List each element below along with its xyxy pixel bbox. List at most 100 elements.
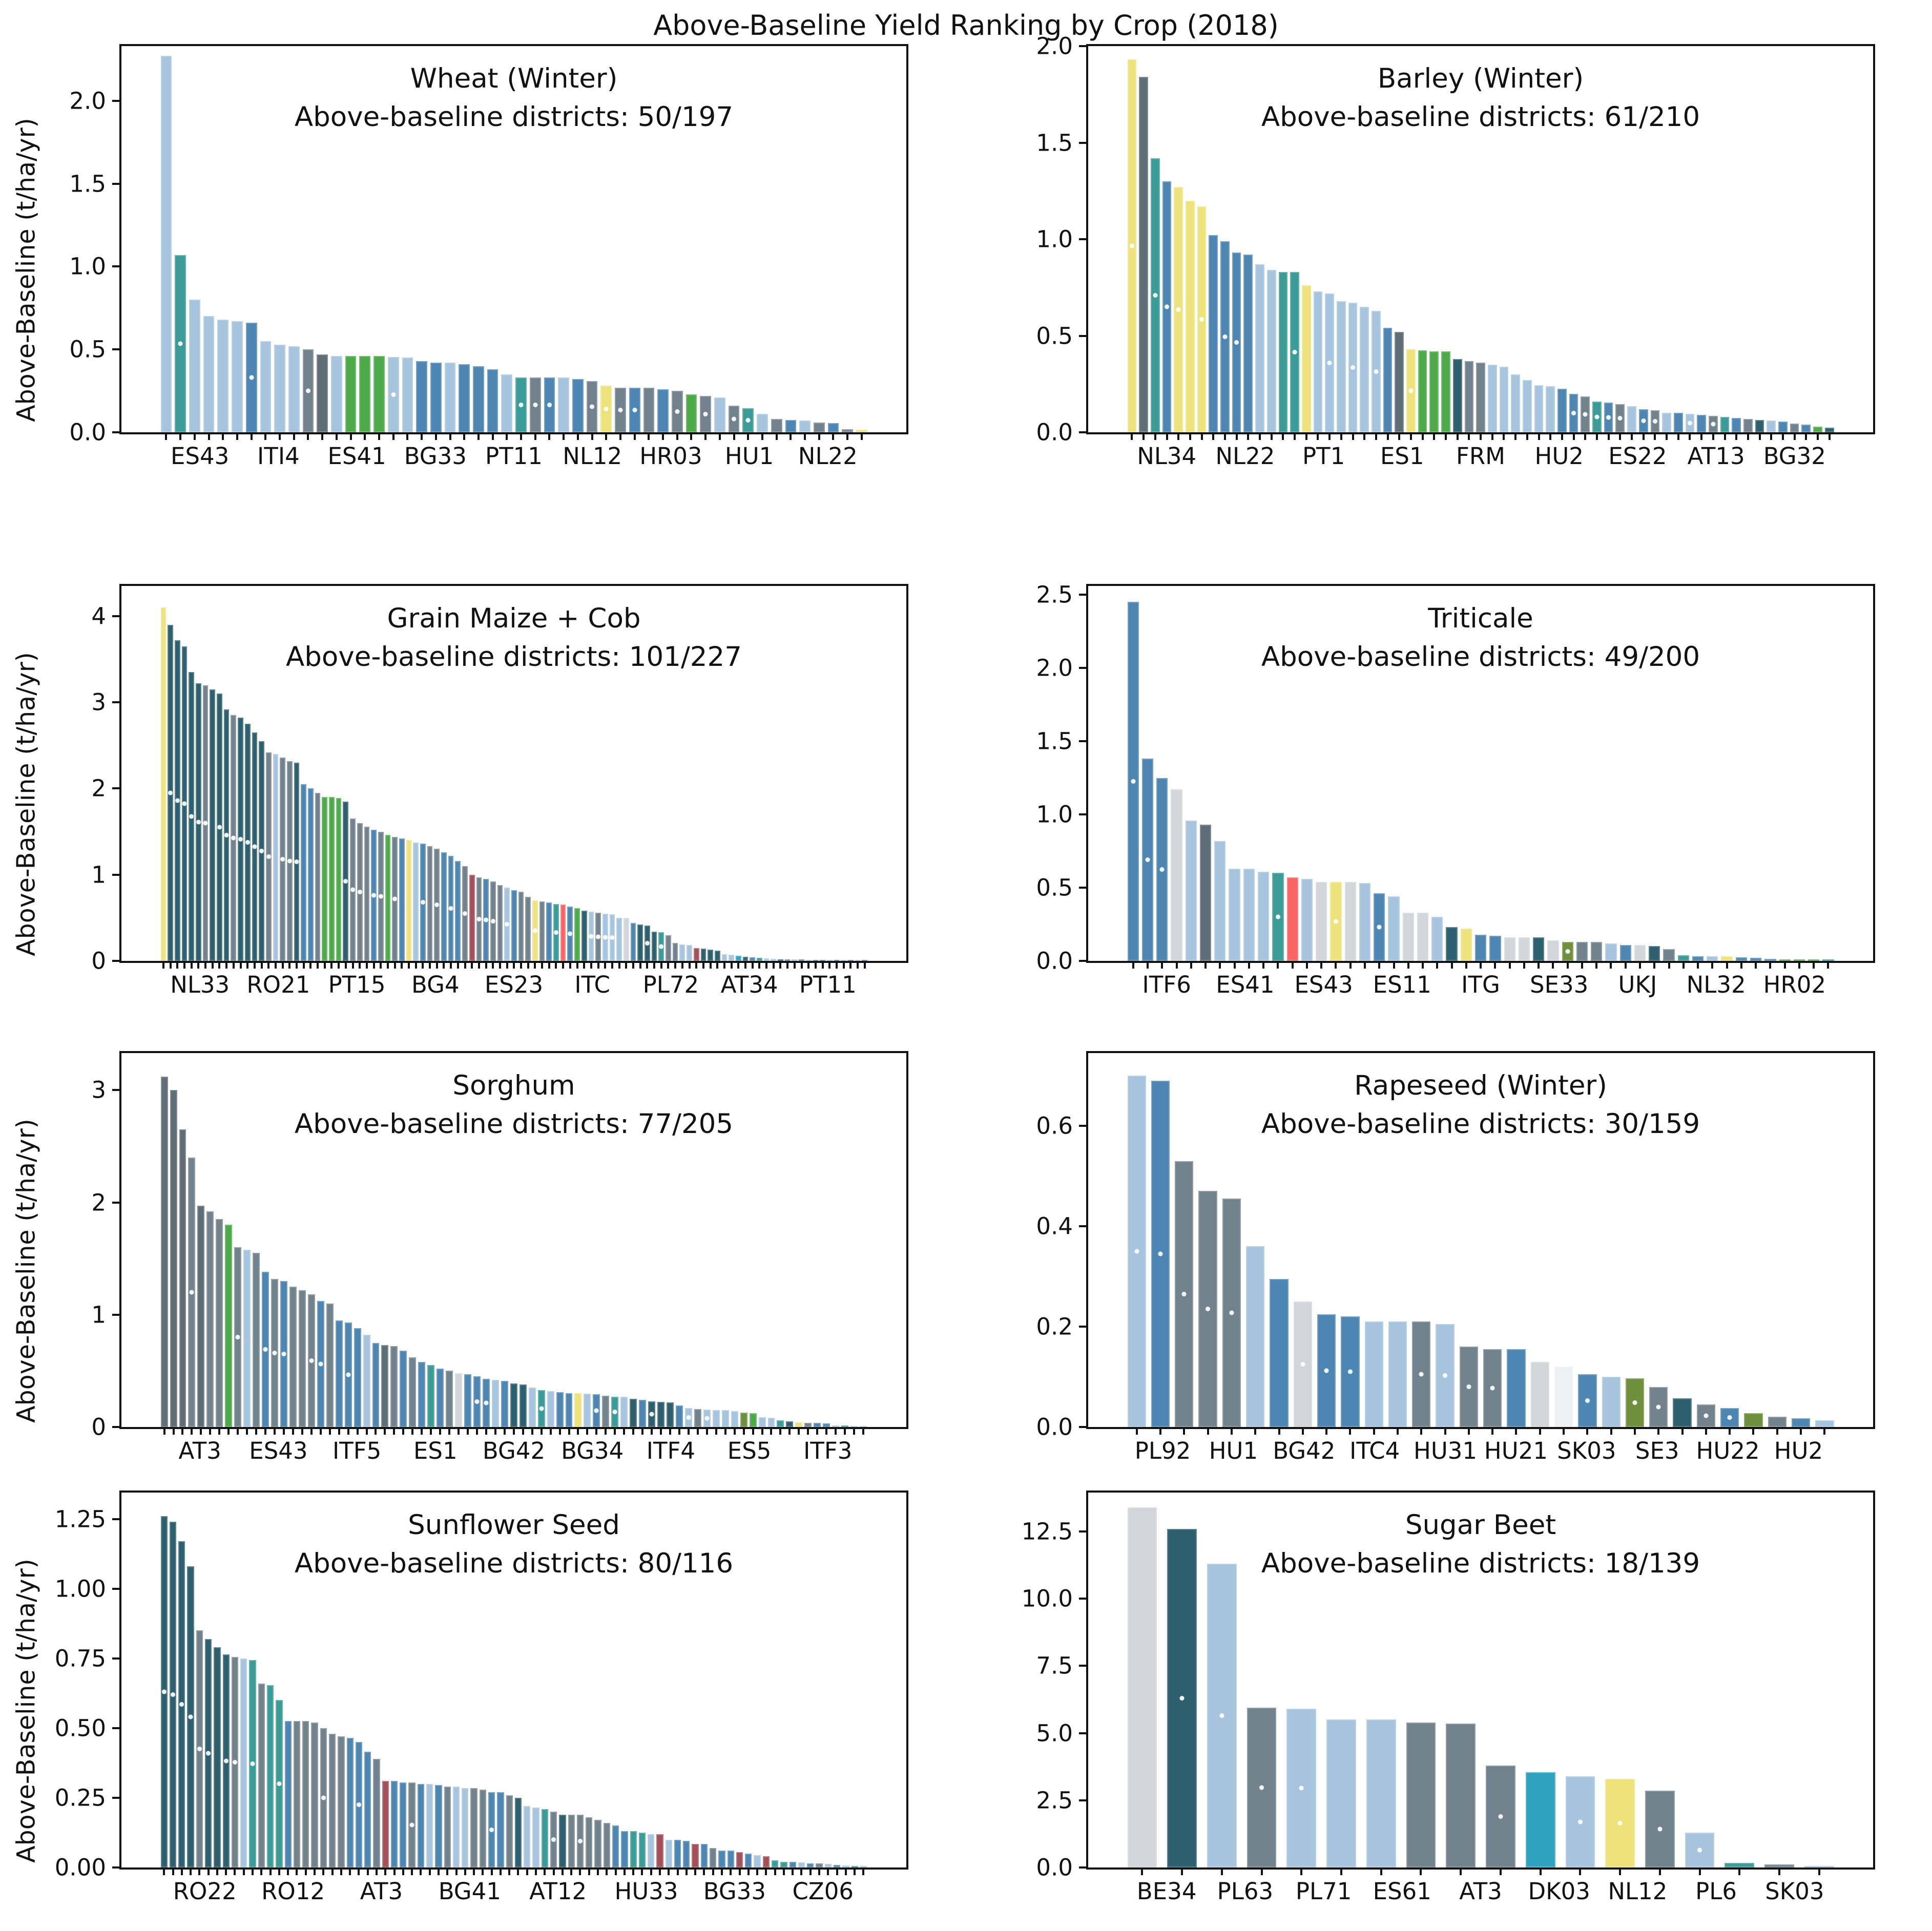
x-tick-mark (418, 1427, 425, 1436)
bar (749, 1413, 757, 1427)
x-tick-mark (771, 961, 776, 970)
x-tick-mark (530, 432, 541, 442)
x-tick-mark (532, 961, 538, 970)
x-tick-mark (722, 1427, 729, 1436)
bar (1436, 1324, 1455, 1427)
x-tick-mark (757, 432, 768, 442)
bar (210, 689, 216, 961)
x-tick-mark (799, 432, 811, 442)
bar (758, 1417, 766, 1427)
x-tick-mark (685, 1427, 692, 1436)
bar (364, 1752, 371, 1867)
bar (778, 959, 783, 961)
bar (638, 1832, 646, 1867)
x-tick-mark (232, 432, 243, 442)
x-tick-mark (645, 961, 650, 970)
bar (1696, 1404, 1716, 1427)
bar (674, 1839, 681, 1867)
x-tick-mark (1504, 961, 1515, 970)
x-tick-mark (473, 1427, 481, 1436)
x-tick-mark (455, 1427, 462, 1436)
bar (1565, 1776, 1595, 1867)
x-tick-mark (435, 1867, 442, 1877)
x-tick-mark (1750, 961, 1761, 970)
x-tick-mark (267, 1867, 274, 1877)
x-tick-mark (378, 961, 384, 970)
x-tick-label: HU2 (1774, 1437, 1823, 1464)
bar (249, 1660, 256, 1867)
bar (1459, 1347, 1479, 1427)
x-tick-mark (834, 1867, 840, 1877)
bar (1578, 1374, 1597, 1427)
x-tick-mark (178, 1867, 185, 1877)
bar (511, 890, 517, 961)
x-tick-mark (532, 1867, 539, 1877)
bar (784, 959, 791, 961)
x-tick-mark (343, 961, 348, 970)
x-tick-mark (206, 1427, 214, 1436)
bar (1627, 406, 1636, 432)
x-tick-label: RO12 (261, 1878, 325, 1905)
x-tick-label: ES11 (1373, 971, 1431, 998)
x-tick-mark (679, 961, 685, 970)
y-tick-label: 0 (91, 1413, 106, 1441)
bar (1534, 385, 1544, 432)
y-tick-label: 0.4 (1036, 1212, 1073, 1240)
x-tick-label: ES41 (1216, 971, 1275, 998)
bar (1504, 937, 1515, 961)
x-tick-mark (666, 961, 671, 970)
bar (807, 1863, 814, 1867)
bar (265, 752, 272, 961)
bar (1341, 1316, 1360, 1427)
bar (588, 912, 594, 961)
bar (721, 954, 728, 961)
y-tick-mark (112, 182, 121, 185)
bar (288, 346, 300, 432)
bar (1507, 1349, 1526, 1427)
bar (834, 960, 840, 961)
x-tick-label: ES43 (1294, 971, 1353, 998)
x-tick-mark (161, 1867, 168, 1877)
bar (170, 1090, 177, 1427)
y-axis-label: Above-Baseline (t/ha/yr) (11, 118, 41, 422)
bar (473, 1376, 481, 1427)
x-tick-mark (373, 432, 385, 442)
x-tick-mark (459, 432, 470, 442)
x-tick-mark (1209, 432, 1218, 442)
x-tick-mark (350, 961, 356, 970)
x-tick-label: PT11 (485, 443, 543, 470)
bar (1214, 841, 1226, 961)
bar (217, 319, 229, 432)
bar (188, 1157, 196, 1427)
bar (1162, 181, 1172, 432)
x-tick-mark (624, 961, 629, 970)
y-tick-label: 2.5 (1036, 581, 1073, 608)
x-tick-mark (413, 961, 419, 970)
x-tick-mark (1707, 961, 1718, 970)
bar (1243, 868, 1255, 961)
x-tick-mark (1591, 961, 1602, 970)
bar (1402, 912, 1414, 961)
bar (672, 942, 678, 961)
x-tick-mark (497, 961, 503, 970)
x-tick-label: SK03 (1557, 1437, 1616, 1464)
bar (729, 955, 734, 961)
x-tick-mark (816, 1867, 822, 1877)
bar (1383, 328, 1393, 432)
bar (1793, 959, 1805, 961)
bar (346, 1737, 354, 1867)
bar (786, 1421, 794, 1427)
plot-area-grain-maize-cob: Grain Maize + Cob Above-baseline district… (91, 584, 908, 998)
x-tick-mark (718, 1867, 725, 1877)
bar (441, 852, 447, 961)
bar (1141, 759, 1154, 961)
bar (736, 1852, 743, 1867)
bar (804, 1423, 812, 1427)
x-tick-mark (1316, 961, 1327, 970)
x-tick-mark (676, 1427, 683, 1436)
x-tick-label: ITC4 (1349, 1437, 1400, 1464)
bar (197, 1206, 205, 1427)
bar (179, 1129, 186, 1427)
y-tick-mark (1079, 1665, 1088, 1667)
bar (280, 757, 285, 961)
